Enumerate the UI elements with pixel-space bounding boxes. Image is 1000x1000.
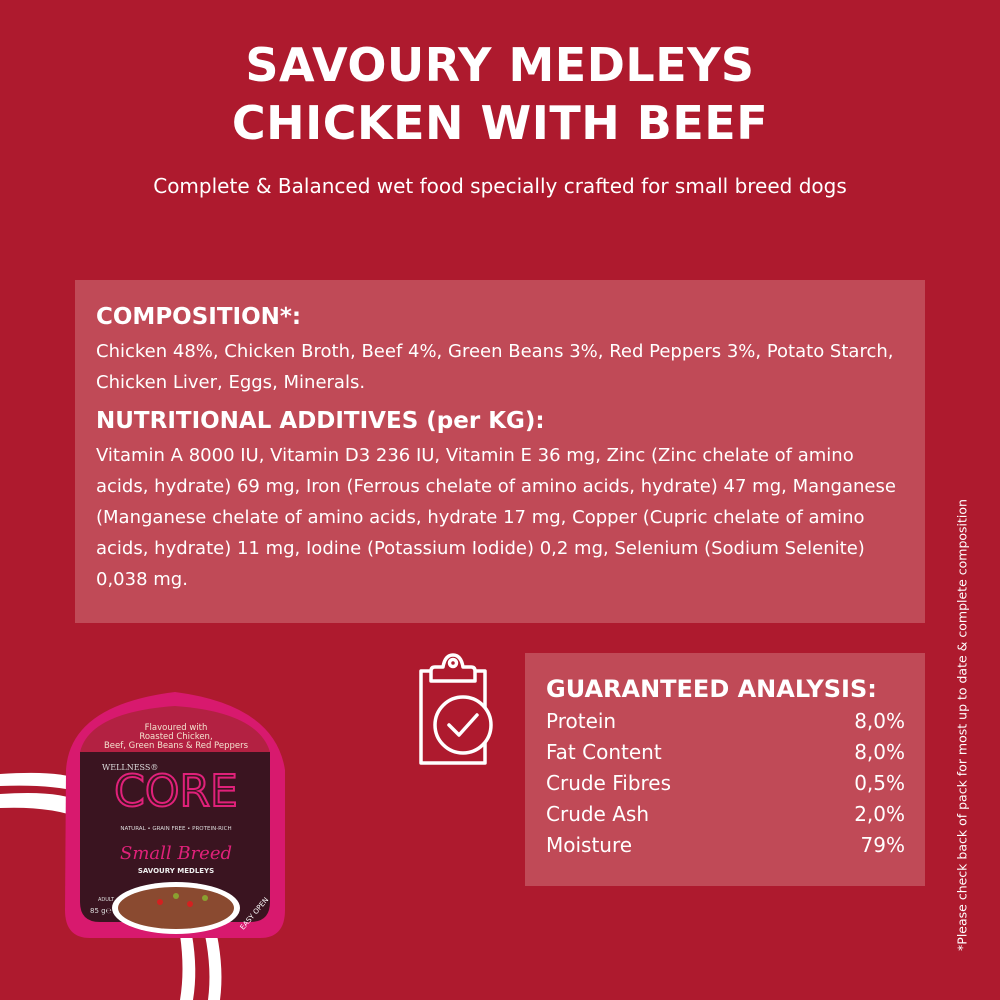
analysis-row: Fat Content 8,0% [546,740,905,764]
decorative-stripe [0,793,80,818]
svg-text:ADULT: ADULT [98,897,115,903]
footnote: *Please check back of pack for most up t… [954,499,970,951]
clipboard-check-icon [419,653,493,765]
analysis-heading: GUARANTEED ANALYSIS: [546,675,877,703]
svg-text:85 g℮: 85 g℮ [90,907,112,915]
svg-text:NATURAL • GRAIN FREE • PROTEIN: NATURAL • GRAIN FREE • PROTEIN-RICH [120,826,231,832]
composition-text: Chicken 48%, Chicken Broth, Beef 4%, Gre… [96,341,894,393]
guaranteed-analysis-panel: GUARANTEED ANALYSIS: Protein 8,0% Fat Con… [525,653,925,886]
svg-text:WELLNESS®: WELLNESS® [102,763,158,772]
analysis-row: Protein 8,0% [546,709,905,733]
subtitle: Complete & Balanced wet food specially c… [153,174,847,198]
additives-heading: NUTRITIONAL ADDITIVES (per KG): [96,408,545,434]
decorative-stripe [180,935,196,1000]
svg-text:CORE: CORE [114,766,238,817]
analysis-row: Crude Ash 2,0% [546,802,905,826]
decorative-stripe [0,772,80,792]
svg-text:Roasted Chicken,: Roasted Chicken, [139,732,212,742]
decorative-stripe [205,935,222,1000]
composition-panel: COMPOSITION*: Chicken 48%, Chicken Broth… [75,280,925,623]
svg-text:Beef, Green Beans & Red Pepper: Beef, Green Beans & Red Peppers [104,741,249,751]
product-pack-image: Flavoured with Roasted Chicken, Beef, Gr… [0,692,285,1000]
additives-text: Vitamin A 8000 IU, Vitamin D3 236 IU, Vi… [96,445,896,590]
composition-heading: COMPOSITION*: [96,304,302,330]
page-title: SAVOURY MEDLEYS CHICKEN WITH BEEF [231,38,769,150]
analysis-row: Moisture 79% [546,833,905,857]
svg-text:SAVOURY MEDLEYS: SAVOURY MEDLEYS [138,867,214,875]
analysis-row: Crude Fibres 0,5% [546,771,905,795]
svg-text:Small Breed: Small Breed [120,843,232,864]
svg-text:Flavoured with: Flavoured with [145,723,208,733]
